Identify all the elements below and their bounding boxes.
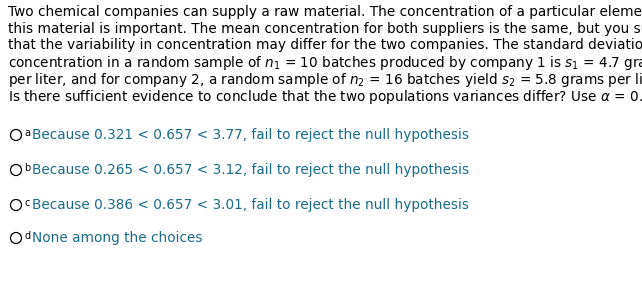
Text: concentration in a random sample of $n_1$ = 10 batches produced by company 1 is : concentration in a random sample of $n_1… xyxy=(8,55,642,72)
Text: Is there sufficient evidence to conclude that the two populations variances diff: Is there sufficient evidence to conclude… xyxy=(8,88,642,106)
Text: a: a xyxy=(24,128,31,138)
Text: c: c xyxy=(24,198,30,208)
Text: per liter, and for company 2, a random sample of $n_2$ = 16 batches yield $s_2$ : per liter, and for company 2, a random s… xyxy=(8,71,642,89)
Text: d: d xyxy=(24,231,31,241)
Text: Because 0.321 < 0.657 < 3.77, fail to reject the null hypothesis: Because 0.321 < 0.657 < 3.77, fail to re… xyxy=(31,128,469,142)
Text: Two chemical companies can supply a raw material. The concentration of a particu: Two chemical companies can supply a raw … xyxy=(8,5,642,19)
Text: None among the choices: None among the choices xyxy=(31,231,202,245)
Text: b: b xyxy=(24,163,31,173)
Text: Because 0.265 < 0.657 < 3.12, fail to reject the null hypothesis: Because 0.265 < 0.657 < 3.12, fail to re… xyxy=(31,163,469,177)
Text: Because 0.386 < 0.657 < 3.01, fail to reject the null hypothesis: Because 0.386 < 0.657 < 3.01, fail to re… xyxy=(31,198,469,212)
Text: that the variability in concentration may differ for the two companies. The stan: that the variability in concentration ma… xyxy=(8,38,642,52)
Text: this material is important. The mean concentration for both suppliers is the sam: this material is important. The mean con… xyxy=(8,21,642,35)
